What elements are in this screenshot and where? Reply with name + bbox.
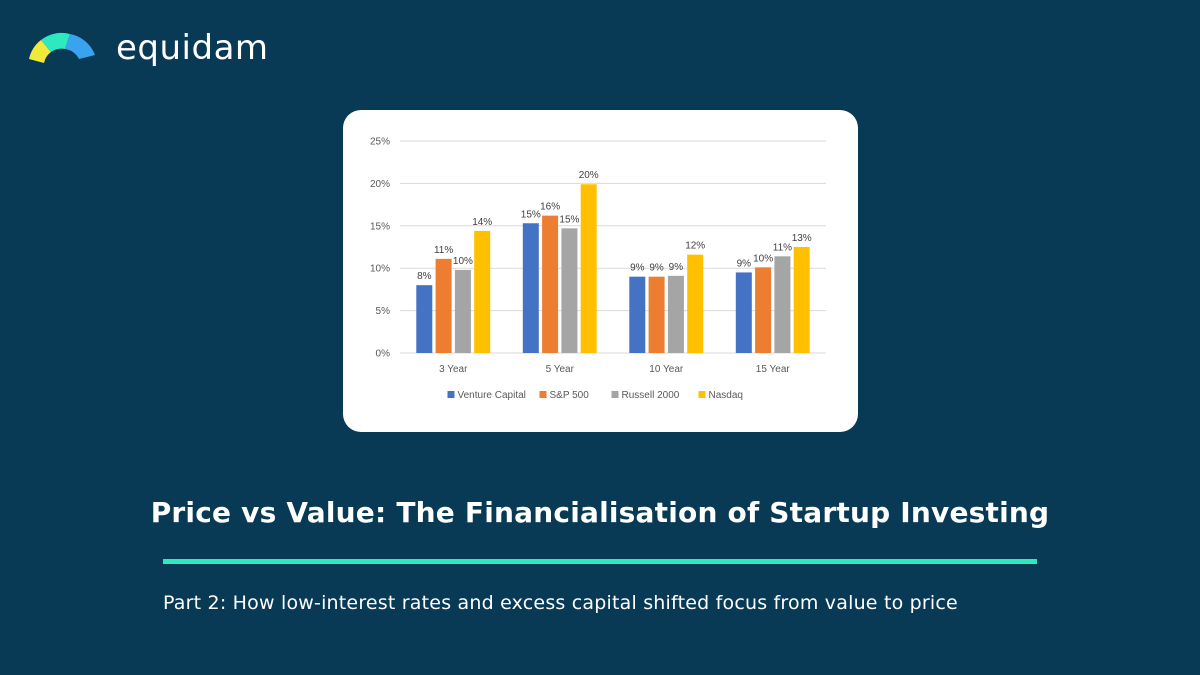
data-label: 12% — [685, 241, 705, 252]
bar — [648, 276, 665, 353]
legend-label: Russell 2000 — [622, 390, 680, 401]
y-tick-label: 20% — [370, 179, 390, 190]
bar — [416, 285, 433, 353]
legend-swatch — [539, 391, 547, 398]
bar — [474, 230, 491, 353]
y-tick-label: 0% — [376, 349, 391, 360]
bar — [522, 223, 539, 353]
data-label: 15% — [521, 209, 541, 220]
data-label: 10% — [453, 256, 473, 267]
data-label: 9% — [737, 258, 752, 269]
bar — [774, 256, 791, 353]
data-label: 9% — [669, 262, 684, 273]
data-label: 14% — [472, 217, 492, 228]
bar — [435, 258, 452, 353]
bar-chart: 0%5%10%15%20%25%8%11%10%14%3 Year15%16%1… — [370, 137, 826, 401]
bar — [667, 275, 684, 353]
data-label: 9% — [649, 263, 664, 274]
data-label: 13% — [792, 233, 812, 244]
data-label: 10% — [753, 253, 773, 264]
x-tick-label: 15 Year — [756, 364, 791, 375]
bar — [580, 184, 597, 353]
data-label: 11% — [773, 242, 792, 253]
y-tick-label: 15% — [370, 221, 390, 232]
y-tick-label: 5% — [376, 306, 391, 317]
bar — [735, 272, 752, 353]
legend-swatch — [611, 391, 619, 398]
bar — [629, 276, 646, 353]
bar — [542, 215, 559, 353]
data-label: 8% — [417, 271, 432, 282]
y-tick-label: 25% — [370, 137, 390, 148]
brand-logo[interactable]: equidam — [26, 28, 269, 68]
y-tick-label: 10% — [370, 264, 390, 275]
title-divider — [163, 559, 1037, 564]
bar — [755, 267, 772, 353]
data-label: 11% — [434, 245, 453, 256]
legend-label: Nasdaq — [709, 390, 743, 401]
equidam-logo-icon — [29, 32, 95, 63]
legend-label: S&P 500 — [550, 390, 590, 401]
bar — [454, 269, 471, 353]
data-label: 9% — [630, 263, 645, 274]
x-tick-label: 3 Year — [439, 364, 468, 375]
data-label: 20% — [579, 170, 599, 181]
x-tick-label: 5 Year — [546, 364, 575, 375]
legend-swatch — [698, 391, 706, 398]
bar — [561, 228, 578, 353]
page-subtitle: Part 2: How low-interest rates and exces… — [163, 592, 958, 614]
x-tick-label: 10 Year — [649, 364, 684, 375]
brand-name: equidam — [116, 28, 269, 68]
data-label: 15% — [559, 214, 579, 225]
legend-swatch — [447, 391, 455, 398]
chart-card: 0% 5% 10% 15% 20% 25% 8% 11% 10% 14% 3 Year 15% 16% 1… — [343, 110, 858, 432]
bar — [793, 247, 810, 353]
data-label: 16% — [540, 202, 560, 213]
page-title: Price vs Value: The Financialisation of … — [150, 496, 1050, 529]
bar — [687, 254, 704, 353]
legend-label: Venture Capital — [458, 390, 526, 401]
